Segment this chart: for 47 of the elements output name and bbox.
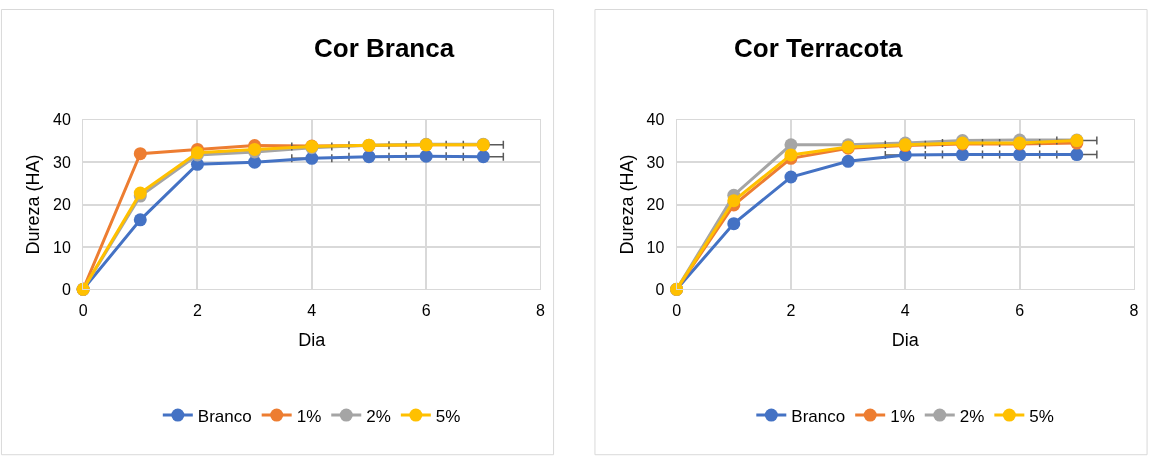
legend-label: Branco <box>197 406 252 426</box>
x-axis-title: Dia <box>298 329 327 350</box>
chart-title: Cor Branca <box>314 33 455 63</box>
legend-label: 2% <box>959 406 985 426</box>
y-axis-title: Dureza (HA) <box>616 154 637 255</box>
y-tick-label: 10 <box>53 238 72 256</box>
x-tick-label: 4 <box>307 301 317 319</box>
legend-label: 1% <box>296 406 322 426</box>
x-tick-label: 8 <box>536 301 546 319</box>
x-axis-title: Dia <box>891 329 920 350</box>
point <box>248 155 262 169</box>
x-tick-label: 8 <box>1129 301 1139 319</box>
x-tick-label: 6 <box>421 301 431 319</box>
y-tick-label: 30 <box>53 153 72 171</box>
point <box>476 150 490 164</box>
y-axis-title: Dureza (HA) <box>23 154 44 255</box>
y-tick-label: 40 <box>53 111 72 129</box>
x-tick-label: 2 <box>786 301 796 319</box>
y-tick-label: 30 <box>646 153 665 171</box>
y-tick-label: 20 <box>53 196 72 214</box>
point <box>727 194 741 208</box>
point <box>362 150 376 164</box>
y-tick-label: 0 <box>655 280 665 298</box>
y-tick-label: 20 <box>646 196 665 214</box>
point <box>1013 148 1027 162</box>
legend-label: Branco <box>791 406 846 426</box>
x-tick-label: 0 <box>672 301 682 319</box>
legend-label: 2% <box>366 406 391 426</box>
x-tick-label: 6 <box>1015 301 1025 319</box>
x-tick-label: 2 <box>193 301 203 319</box>
point <box>727 217 741 231</box>
point <box>419 149 433 163</box>
y-tick-label: 10 <box>646 238 665 256</box>
legend-label: 5% <box>1029 406 1054 426</box>
y-tick-label: 40 <box>646 111 665 129</box>
point <box>133 213 147 227</box>
x-tick-label: 0 <box>78 301 88 319</box>
point <box>784 170 798 184</box>
legend-label: 1% <box>890 406 915 426</box>
point <box>955 148 969 162</box>
point <box>133 147 147 161</box>
chart-title: Cor Terracota <box>734 33 904 63</box>
point <box>841 154 855 168</box>
point <box>1070 148 1084 162</box>
legend-label: 5% <box>435 406 461 426</box>
x-tick-label: 4 <box>900 301 910 319</box>
y-tick-label: 0 <box>62 280 72 298</box>
